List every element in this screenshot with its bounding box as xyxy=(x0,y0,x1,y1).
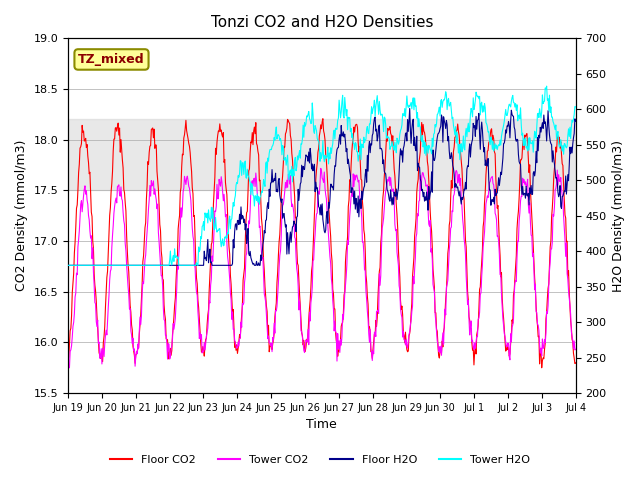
Title: Tonzi CO2 and H2O Densities: Tonzi CO2 and H2O Densities xyxy=(211,15,433,30)
Y-axis label: H2O Density (mmol/m3): H2O Density (mmol/m3) xyxy=(612,140,625,292)
Y-axis label: CO2 Density (mmol/m3): CO2 Density (mmol/m3) xyxy=(15,140,28,291)
Text: TZ_mixed: TZ_mixed xyxy=(78,53,145,66)
Bar xyxy=(68,119,575,190)
X-axis label: Time: Time xyxy=(307,419,337,432)
Legend: Floor CO2, Tower CO2, Floor H2O, Tower H2O: Floor CO2, Tower CO2, Floor H2O, Tower H… xyxy=(105,451,535,469)
